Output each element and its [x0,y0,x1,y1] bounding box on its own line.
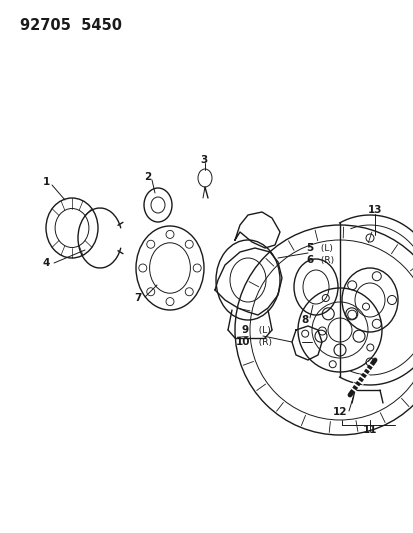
Text: 6: 6 [306,255,313,265]
Text: 12: 12 [332,407,347,417]
Text: 5: 5 [306,243,313,253]
Text: 92705  5450: 92705 5450 [20,18,122,33]
Text: (R): (R) [252,337,271,346]
Text: 8: 8 [301,315,308,325]
Text: (L): (L) [317,244,332,253]
Text: (L): (L) [252,326,270,335]
Text: 2: 2 [144,172,151,182]
Text: 4: 4 [42,258,50,268]
Text: (R): (R) [317,255,333,264]
Text: 10: 10 [235,337,249,347]
Text: 3: 3 [200,155,207,165]
Text: 7: 7 [134,293,141,303]
Text: 1: 1 [42,177,50,187]
Text: 9: 9 [241,325,248,335]
Text: 13: 13 [367,205,381,215]
Text: 11: 11 [362,425,376,435]
